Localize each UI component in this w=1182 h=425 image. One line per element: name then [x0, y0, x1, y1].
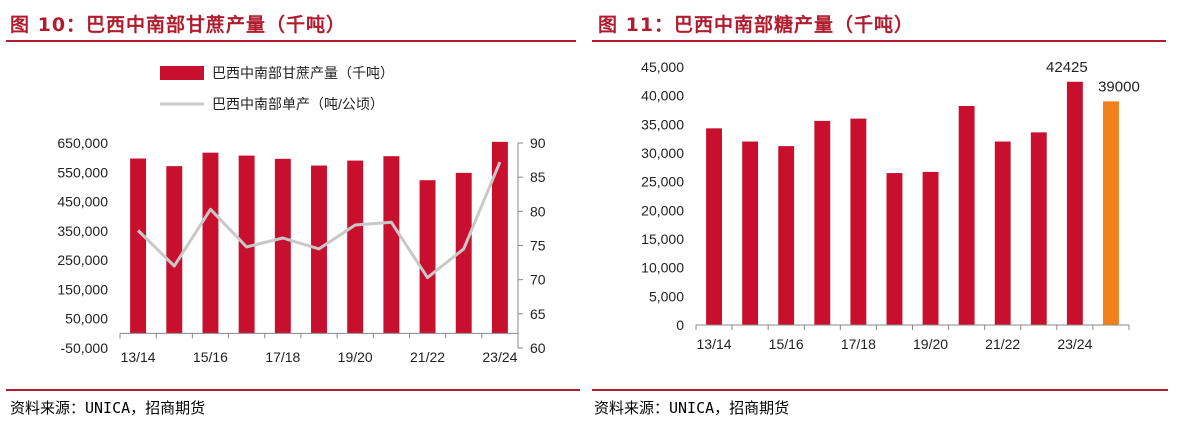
sugarcane-figure-panel: 图 10：巴西中南部甘蔗产量（千吨） 巴西中南部甘蔗产量（千吨） 巴西中南部单产（… — [6, 14, 580, 417]
sugarcane-bar-19/20 — [347, 160, 364, 334]
right-y-tick-label: 80 — [530, 203, 546, 219]
sugar-chart: 0 5,000 10,000 15,000 20,000 25,000 30,000 35,0… — [641, 59, 1140, 352]
x-tick-label: 17/18 — [265, 349, 300, 365]
left-y-tick-label: 150,000 — [57, 281, 108, 297]
left-y-tick-label: 650,000 — [57, 135, 108, 151]
source-divider — [592, 389, 1168, 391]
x-tick-label: 23/24 — [1057, 336, 1092, 352]
sugarcane-bar-13/14 — [130, 158, 147, 334]
source-note: 资料来源：UNICA，招商期货 — [10, 399, 206, 417]
right-y-tick-label: 60 — [530, 340, 546, 356]
right-y-tick-label: 70 — [530, 272, 546, 288]
sugar-bar-17/18 — [850, 118, 867, 325]
legend-label-yield: 巴西中南部单产（吨/公顷） — [212, 96, 384, 112]
sugarcane-bar-17/18 — [274, 158, 291, 334]
x-tick-label: 23/24 — [482, 349, 517, 365]
sugar-bar-20/21 — [958, 105, 975, 325]
sugarcane-bar-15/16 — [202, 152, 219, 334]
x-tick-label: 21/22 — [985, 336, 1020, 352]
sugarcane-bar-22/23 — [455, 172, 472, 334]
y-tick-label: 35,000 — [641, 116, 684, 132]
title-divider — [6, 40, 576, 42]
x-tick-label: 15/16 — [193, 349, 228, 365]
sugarcane-figure-title: 图 10：巴西中南部甘蔗产量（千吨） — [10, 14, 347, 36]
left-y-tick-label: 250,000 — [57, 252, 108, 268]
x-tick-label: 19/20 — [338, 349, 373, 365]
source-note: 资料来源：UNICA，招商期货 — [594, 399, 790, 417]
data-label-24/25E: 39000 — [1098, 78, 1140, 95]
sugar-bar-14/15 — [742, 141, 759, 325]
right-y-tick-label: 90 — [530, 135, 546, 151]
y-tick-label: 5,000 — [649, 288, 684, 304]
sugar-bar-16/17 — [814, 120, 831, 325]
right-y-tick-label: 75 — [530, 238, 546, 254]
sugar-bar-19/20 — [922, 171, 939, 325]
left-y-tick-label: 50,000 — [65, 311, 108, 327]
sugar-figure-title: 图 11：巴西中南部糖产量（千吨） — [598, 14, 915, 36]
y-tick-label: 10,000 — [641, 260, 684, 276]
sugar-bar-24/25E — [1103, 101, 1119, 326]
right-y-tick-label: 65 — [530, 306, 546, 322]
sugarcane-bar-16/17 — [238, 155, 255, 334]
y-tick-label: 30,000 — [641, 145, 684, 161]
sugarcane-bar-21/22 — [419, 180, 436, 334]
sugar-bar-13/14 — [706, 128, 722, 325]
x-tick-label: 17/18 — [841, 336, 876, 352]
right-y-tick-label: 85 — [530, 169, 546, 185]
sugarcane-bar-14/15 — [166, 166, 183, 334]
left-y-tick-label: -50,000 — [61, 340, 109, 356]
source-divider — [6, 389, 580, 391]
y-tick-label: 45,000 — [641, 59, 684, 75]
left-y-tick-label: 550,000 — [57, 164, 108, 180]
sugar-bar-23/24 — [1066, 81, 1083, 325]
sugar-bar-21/22 — [994, 141, 1011, 325]
left-y-tick-label: 450,000 — [57, 194, 108, 210]
sugar-bar-15/16 — [778, 146, 795, 325]
sugarcane-bar-23/24 — [491, 141, 508, 334]
y-tick-label: 25,000 — [641, 174, 684, 190]
x-tick-label: 13/14 — [697, 336, 732, 352]
data-label-23/24: 42425 — [1046, 59, 1088, 76]
sugar-bar-18/19 — [886, 173, 903, 325]
y-tick-label: 40,000 — [641, 88, 684, 104]
y-tick-label: 15,000 — [641, 231, 684, 247]
x-tick-label: 21/22 — [410, 349, 445, 365]
x-tick-label: 13/14 — [121, 349, 156, 365]
sugar-figure-panel: 图 11：巴西中南部糖产量（千吨） 0 5,000 10,000 15,000 20,0… — [592, 0, 1182, 425]
y-tick-label: 20,000 — [641, 202, 684, 218]
y-tick-label: 0 — [676, 317, 684, 333]
legend-swatch-sugarcane — [160, 66, 204, 80]
sugar-bar-22/23 — [1030, 132, 1047, 325]
x-tick-label: 15/16 — [769, 336, 804, 352]
sugarcane-chart: 巴西中南部甘蔗产量（千吨） 巴西中南部单产（吨/公顷） -50,000 50,000 1… — [57, 65, 546, 365]
legend-label-sugarcane: 巴西中南部甘蔗产量（千吨） — [212, 65, 394, 81]
sugarcane-bar-20/21 — [383, 156, 400, 334]
left-y-tick-label: 350,000 — [57, 223, 108, 239]
x-tick-label: 19/20 — [913, 336, 948, 352]
title-divider — [592, 40, 1166, 42]
